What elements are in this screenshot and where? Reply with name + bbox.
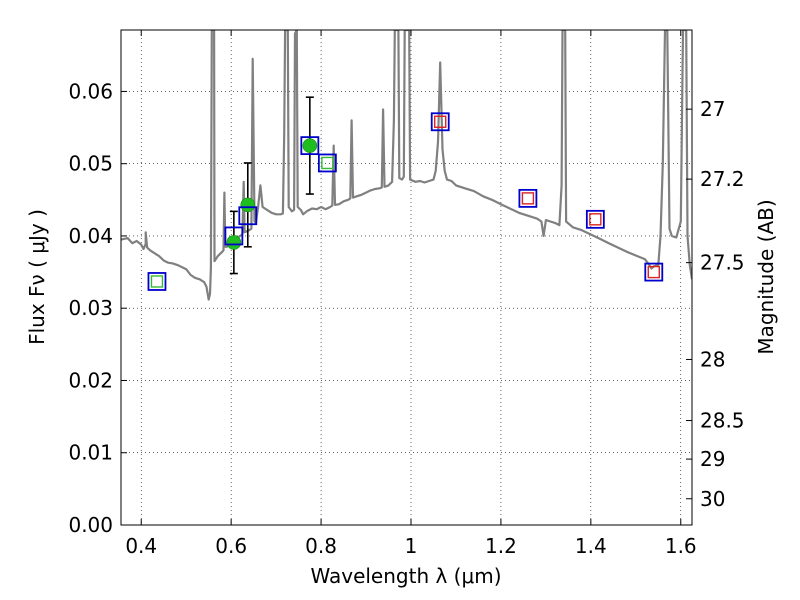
x-axis-ticks: 0.4 0.6 0.8 1 1.2 1.4 1.6 xyxy=(125,30,697,558)
model-square xyxy=(430,112,450,132)
y-tick-label: 0.04 xyxy=(68,224,113,248)
model-square xyxy=(585,209,605,229)
model-square xyxy=(147,272,167,291)
plot-content xyxy=(121,30,692,301)
x-tick-label: 0.6 xyxy=(215,534,247,558)
y-tick-label: 0.03 xyxy=(68,296,113,320)
model-square-inner xyxy=(589,213,602,226)
model-square-inner xyxy=(150,275,164,288)
y2-tick-label: 30 xyxy=(700,487,725,511)
y-tick-label: 0.00 xyxy=(68,513,113,537)
x-axis-label: Wavelength λ (μm) xyxy=(310,564,501,588)
plot-frame xyxy=(120,29,693,526)
y-tick-label: 0.02 xyxy=(68,368,113,392)
observed-point xyxy=(240,197,256,213)
model-square-inner xyxy=(321,156,334,170)
plot-background xyxy=(121,30,692,525)
y-tick-label: 0.01 xyxy=(68,441,113,465)
observed-point xyxy=(226,235,242,250)
x-tick-label: 1.6 xyxy=(665,534,697,558)
model-square xyxy=(238,206,258,226)
x-tick-label: 1 xyxy=(405,534,418,558)
y2-tick-label: 28 xyxy=(700,347,725,371)
x-tick-label: 0.8 xyxy=(305,534,337,558)
spectrum-line xyxy=(121,30,692,301)
grid xyxy=(121,30,692,526)
y2-tick-label: 28.5 xyxy=(700,409,745,433)
y2-axis-label: Magnitude (AB) xyxy=(754,199,778,354)
model-square xyxy=(644,262,664,282)
y2-axis-ticks: 27 27.2 27.5 28 28.5 29 30 xyxy=(686,97,745,511)
model-square-inner xyxy=(434,115,447,128)
model-square xyxy=(224,226,244,246)
y-tick-label: 0.06 xyxy=(68,79,113,103)
x-tick-label: 0.4 xyxy=(125,534,157,558)
y2-tick-label: 27 xyxy=(700,97,725,121)
x-tick-label: 1.4 xyxy=(575,534,607,558)
model-square xyxy=(518,188,538,208)
y-tick-label: 0.05 xyxy=(68,152,113,176)
y2-tick-label: 29 xyxy=(700,447,725,471)
y-axis-label: Flux Fν ( μJy ) xyxy=(25,209,49,345)
observed-point xyxy=(302,138,318,153)
y-axis-ticks: 0.00 0.01 0.02 0.03 0.04 0.05 0.06 xyxy=(68,79,127,537)
model-square xyxy=(300,136,320,156)
model-square-inner xyxy=(647,265,660,279)
y2-tick-label: 27.2 xyxy=(700,167,745,191)
x-tick-label: 1.2 xyxy=(485,534,517,558)
y2-tick-label: 27.5 xyxy=(700,251,745,275)
model-square-inner xyxy=(521,192,535,205)
model-square xyxy=(317,153,337,173)
